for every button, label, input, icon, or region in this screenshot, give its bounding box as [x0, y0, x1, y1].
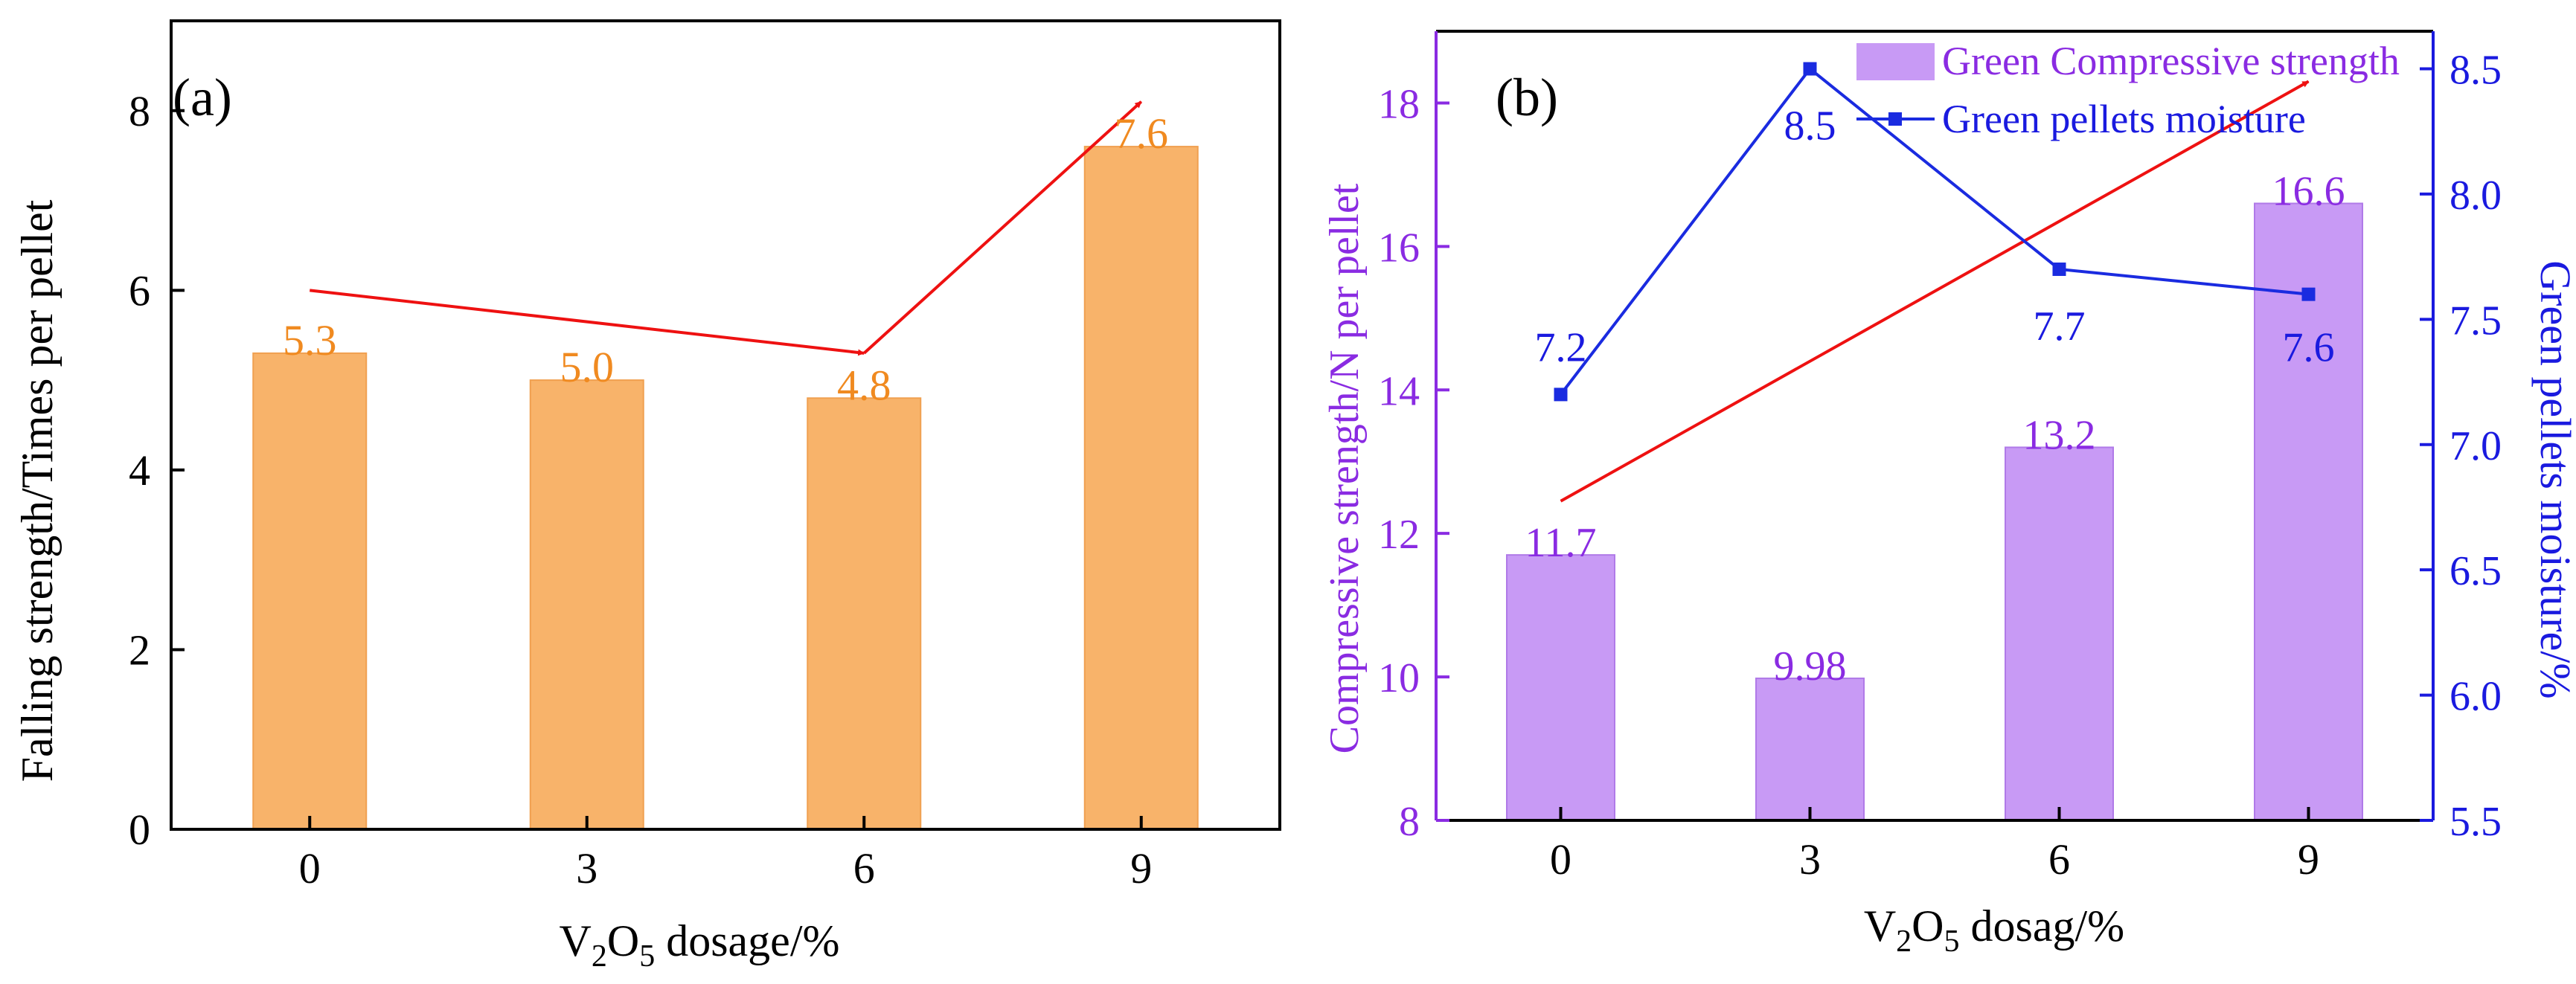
value-label-a: 4.8: [837, 361, 891, 409]
moisture-value-label: 7.6: [2283, 325, 2335, 371]
left-y-tick-label-b: 10: [1378, 655, 1420, 701]
y-tick-label-a: 2: [129, 626, 150, 674]
left-y-tick-label-b: 8: [1399, 799, 1420, 845]
x-tick-label-b: 3: [1799, 835, 1821, 884]
x-title-a-sub5: 5: [639, 939, 655, 974]
right-y-tick-label-b: 6.5: [2450, 548, 2502, 594]
x-axis-ticks-a: 0 3 6 9: [299, 816, 1152, 893]
right-y-tick-label-b: 8.0: [2450, 173, 2502, 219]
right-y-tick-label-b: 6.0: [2450, 674, 2502, 720]
left-y-tick-label-b: 14: [1378, 368, 1420, 414]
bar-a-3: [529, 379, 644, 831]
y-axis-ticks-a: 0 2 4 6 8: [129, 87, 185, 854]
bar-value-label-b: 16.6: [2272, 168, 2345, 214]
panel-a: 0 2 4 6 8 0 3 6 9 5.3 5.0 4.8 7.6 (a) Falling stre…: [13, 19, 1281, 974]
moisture-value-label: 7.7: [2034, 303, 2086, 350]
left-y-axis-title-b: Compressive strength/N per pellet: [1321, 183, 1368, 753]
bar-b-6: [2005, 446, 2114, 821]
legend-label-line: Green pellets moisture: [1942, 97, 2306, 141]
left-y-tick-label-b: 16: [1378, 225, 1420, 271]
bars-b: [1506, 202, 2363, 822]
x-axis-title-a: V2O5 dosage/%: [560, 916, 840, 974]
y-tick-label-a: 4: [129, 446, 150, 495]
legend-b: Green Compressive strength Green pellets…: [1856, 39, 2400, 141]
x-title-a-o: O: [607, 916, 639, 965]
x-tick-label-a: 6: [853, 844, 875, 893]
x-title-b-rest: dosag/%: [1960, 901, 2125, 951]
x-tick-label-a: 0: [299, 844, 321, 893]
trend-arrow: [1560, 80, 2310, 503]
moisture-value-label: 8.5: [1784, 103, 1836, 149]
right-y-ticks-b: 5.5 6.0 6.5 7.0 7.5 8.0 8.5: [2420, 48, 2502, 845]
panel-label-b: (b): [1496, 68, 1558, 127]
value-label-a: 5.0: [560, 343, 615, 391]
moisture-series-line: [1559, 66, 2309, 396]
bar-b-0: [1506, 554, 1615, 821]
x-axis-title-b: V2O5 dosag/%: [1864, 901, 2124, 959]
moisture-value-label: 7.2: [1535, 324, 1587, 370]
left-y-ticks-b: 8 10 12 14 16 18: [1378, 81, 1449, 845]
bar-value-label-b: 9.98: [1774, 643, 1847, 689]
moisture-point: [2052, 262, 2066, 276]
y-tick-label-a: 0: [129, 805, 150, 854]
x-title-a-sub2: 2: [592, 939, 607, 974]
left-y-tick-label-b: 12: [1378, 512, 1420, 558]
plot-frame-a: [170, 19, 1281, 831]
x-tick-label-b: 0: [1550, 835, 1571, 884]
bar-b-9: [2254, 202, 2363, 821]
bar-value-label-b: 13.2: [2023, 412, 2096, 458]
x-title-a-rest: dosage/%: [655, 916, 839, 965]
moisture-point: [1803, 62, 1817, 76]
panel-label-a: (a): [173, 68, 232, 127]
bar-a-0: [252, 352, 368, 830]
y-tick-label-a: 6: [129, 266, 150, 315]
moisture-point: [2301, 287, 2316, 301]
bar-value-label-b: 11.7: [1525, 520, 1597, 566]
bar-b-3: [1755, 678, 1865, 822]
value-label-a: 5.3: [283, 316, 337, 364]
x-title-b-v: V: [1864, 901, 1896, 951]
moisture-value-labels-b: 7.2 8.5 7.7 7.6: [1535, 103, 2335, 371]
x-tick-label-a: 9: [1130, 844, 1152, 893]
trend-arrow: [862, 100, 1143, 355]
panel-b: 8 10 12 14 16 18 5.5 6.0 6.5 7.0 7.5 8.0 8.5 0 3 6 9 1…: [1321, 30, 2576, 959]
bar-a-9: [1083, 146, 1199, 831]
trend-arrows-b: [1560, 80, 2310, 503]
x-tick-label-b: 9: [2298, 835, 2319, 884]
trend-arrows-a: [310, 100, 1143, 356]
right-y-tick-label-b: 7.0: [2450, 423, 2502, 469]
trend-arrow: [310, 289, 865, 356]
moisture-point: [1554, 388, 1568, 402]
moisture-line: [1554, 62, 2316, 402]
bar-a-6: [807, 397, 922, 830]
value-labels-a: 5.3 5.0 4.8 7.6: [283, 109, 1168, 409]
legend-swatch-marker: [1888, 112, 1902, 126]
right-y-tick-label-b: 5.5: [2450, 799, 2502, 845]
bar-value-labels-b: 11.7 9.98 13.2 16.6: [1525, 168, 2345, 689]
x-title-b-o: O: [1912, 901, 1944, 951]
legend-label-bar: Green Compressive strength: [1942, 39, 2400, 83]
bars-a: [252, 146, 1199, 831]
x-tick-label-a: 3: [576, 844, 597, 893]
x-title-b-sub5: 5: [1944, 924, 1960, 959]
y-axis-title-a: Falling strength/Times per pellet: [13, 199, 62, 782]
x-title-b-sub2: 2: [1896, 924, 1912, 959]
x-tick-label-b: 6: [2048, 835, 2070, 884]
right-y-axis-title-b: Green pellets moisture/%: [2531, 260, 2576, 699]
value-label-a: 7.6: [1115, 109, 1169, 158]
legend-swatch-bar: [1856, 43, 1935, 80]
y-tick-label-a: 8: [129, 87, 150, 135]
x-title-a-v: V: [560, 916, 592, 965]
left-y-tick-label-b: 18: [1378, 81, 1420, 127]
x-axis-ticks-b: 0 3 6 9: [1550, 807, 2319, 884]
right-y-tick-label-b: 7.5: [2450, 298, 2502, 344]
right-y-tick-label-b: 8.5: [2450, 48, 2502, 94]
